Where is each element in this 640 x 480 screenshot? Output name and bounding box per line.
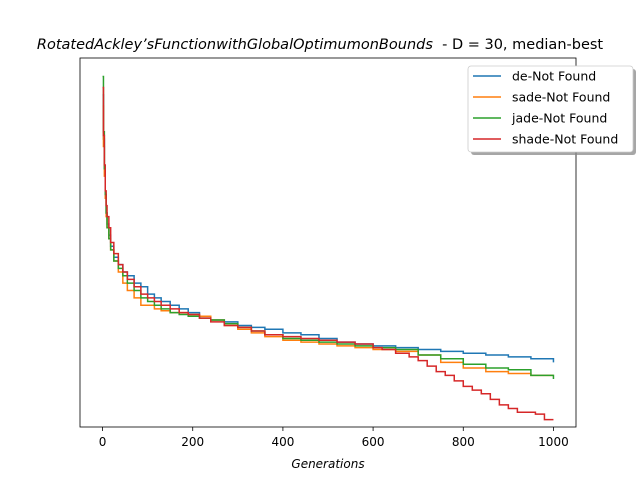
x-tick-label: 0 (99, 435, 107, 449)
legend: de-Not Found sade-Not Found jade-Not Found… (467, 65, 636, 155)
chart-title-italic: RotatedAckley’sFunctionwithGlobalOptimum… (37, 37, 433, 53)
x-tick-label: 200 (181, 435, 204, 449)
chart-title-rest: - D = 30, median-best (433, 37, 604, 53)
x-axis-ticks: 0 200 400 600 800 1000 (99, 427, 569, 449)
x-tick-label: 400 (271, 435, 294, 449)
legend-items: de-Not Found sade-Not Found jade-Not Found… (473, 69, 618, 147)
chart-title: RotatedAckley’sFunctionwithGlobalOptimum… (37, 37, 604, 53)
series-layer (102, 75, 555, 421)
x-tick-label: 800 (452, 435, 475, 449)
x-tick-label: 600 (362, 435, 385, 449)
legend-label: sade-Not Found (512, 90, 610, 105)
legend-label: jade-Not Found (511, 111, 607, 126)
legend-label: shade-Not Found (512, 132, 618, 147)
x-axis-title: Generations (291, 457, 364, 471)
series-line-shade-not-found (102, 86, 554, 421)
legend-box (467, 65, 634, 153)
x-tick-label: 1000 (538, 435, 569, 449)
legend-label: de-Not Found (512, 69, 596, 84)
